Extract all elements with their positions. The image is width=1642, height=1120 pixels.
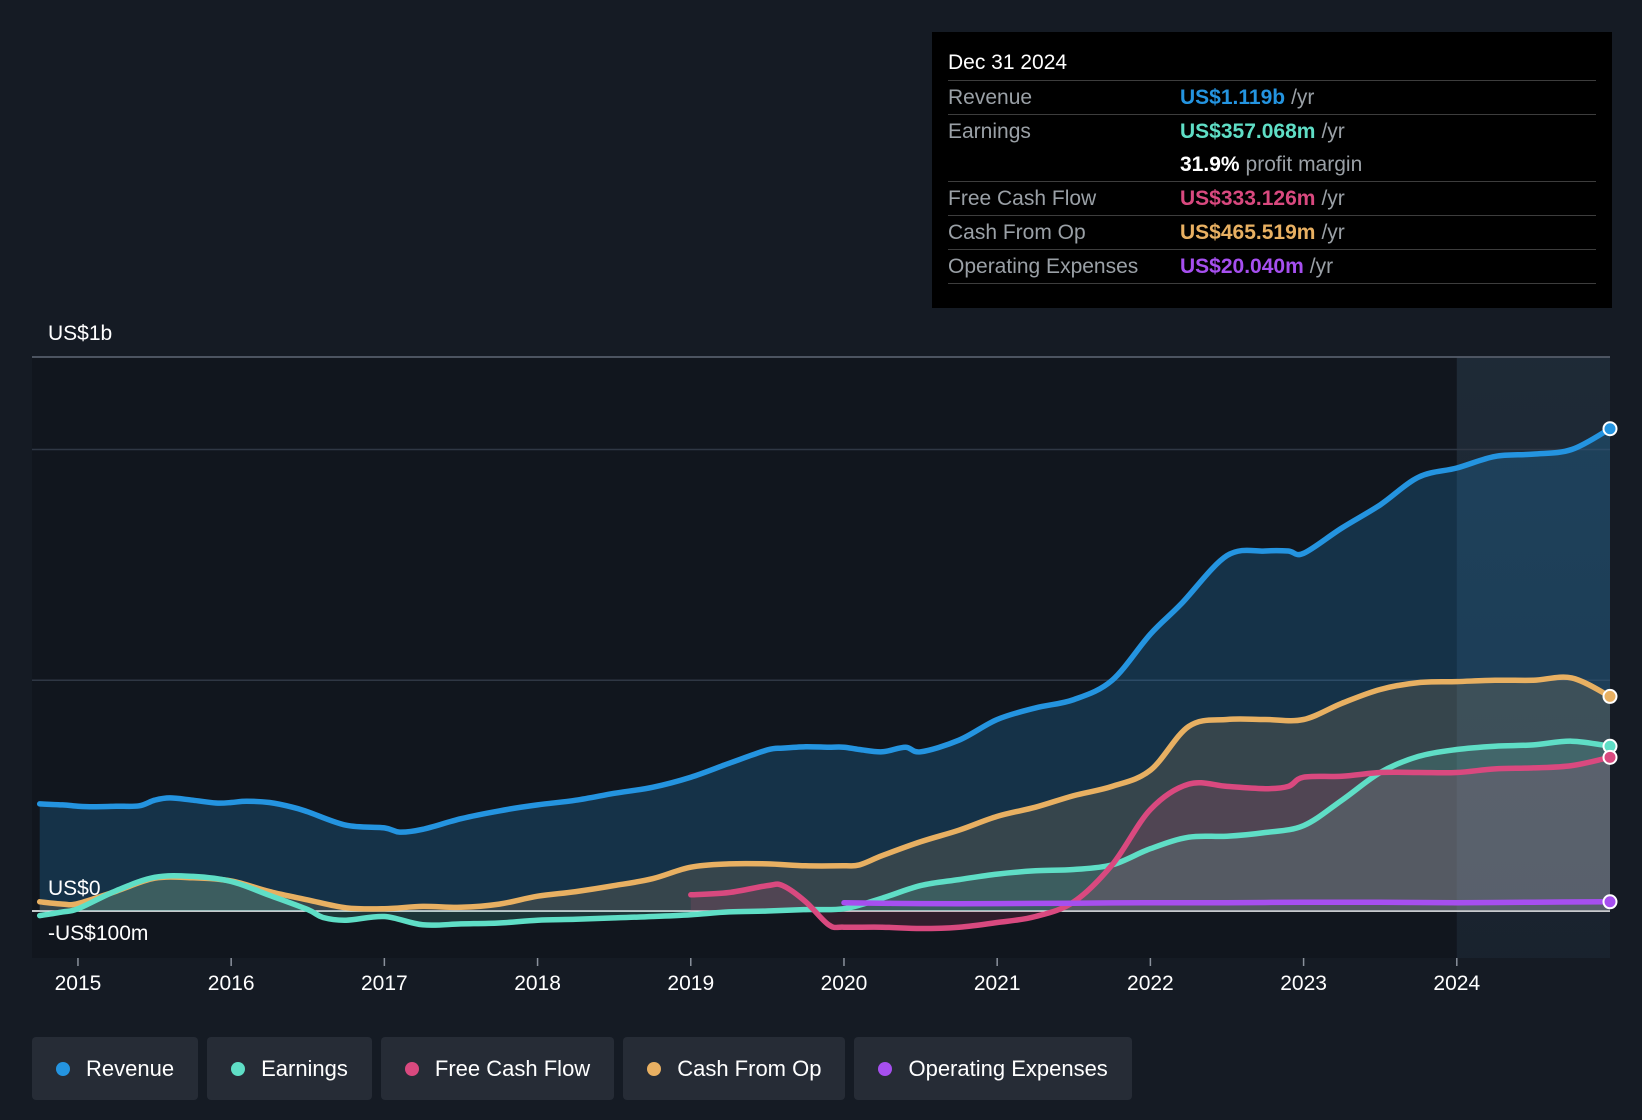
cash-from-op-area [39, 677, 1611, 911]
series-endpoints [1602, 421, 1618, 910]
y-axis-label-zero: US$0 [48, 877, 101, 900]
tooltip-unit: /yr [1321, 119, 1345, 143]
revenue-line [36, 425, 1613, 835]
x-tick-label: 2024 [1433, 972, 1480, 995]
free-cash-flow-line [688, 754, 1613, 932]
tooltip-value-profit-margin: 31.9% [1180, 152, 1240, 176]
tooltip-value-earnings: US$357.068m [1180, 119, 1316, 143]
cash-from-op-line [36, 674, 1613, 912]
tooltip-label: Earnings [948, 119, 1031, 143]
series-lines [36, 425, 1613, 932]
chart-legend: Revenue Earnings Free Cash Flow Cash Fro… [32, 1037, 1141, 1100]
tooltip-value-revenue: US$1.119b [1180, 85, 1286, 109]
legend-label: Operating Expenses [908, 1055, 1108, 1081]
tooltip-row-profit-margin: 31.9% profit margin [948, 148, 1596, 182]
x-tick-label: 2019 [667, 972, 714, 995]
tooltip-unit: /yr [1291, 85, 1315, 109]
x-tick-label: 2015 [55, 972, 102, 995]
earnings-line [36, 738, 1613, 928]
x-tick-label: 2020 [821, 972, 868, 995]
tooltip-date: Dec 31 2024 [948, 46, 1596, 81]
hover-tooltip: Dec 31 2024 Revenue US$1.119b /yr Earnin… [932, 32, 1612, 308]
revenue-area [39, 428, 1611, 911]
tooltip-unit: /yr [1321, 186, 1345, 210]
operating-expenses-endpoint[interactable] [1602, 894, 1618, 910]
tooltip-label: Cash From Op [948, 220, 1086, 244]
legend-label: Revenue [86, 1055, 175, 1081]
tooltip-label: Revenue [948, 85, 1033, 109]
x-tick-label: 2016 [208, 972, 255, 995]
plot-background [32, 357, 1610, 958]
legend-dot-icon [231, 1061, 246, 1076]
legend-item-cfo[interactable]: Cash From Op [623, 1037, 846, 1100]
legend-item-fcf[interactable]: Free Cash Flow [380, 1037, 615, 1100]
tooltip-label: Free Cash Flow [948, 186, 1097, 210]
earnings-area [39, 741, 1611, 926]
free-cash-flow-area [690, 757, 1610, 929]
legend-dot-icon [56, 1061, 70, 1076]
legend-item-revenue[interactable]: Revenue [32, 1037, 199, 1100]
revenue-endpoint[interactable] [1602, 421, 1618, 437]
tooltip-unit: profit margin [1245, 152, 1363, 176]
legend-item-earnings[interactable]: Earnings [207, 1037, 372, 1100]
tooltip-unit: /yr [1309, 254, 1334, 278]
tooltip-row-opex: Operating Expenses US$20.040m /yr [948, 250, 1596, 284]
legend-label: Free Cash Flow [434, 1055, 591, 1081]
x-tick-label: 2017 [361, 972, 408, 995]
legend-label: Cash From Op [677, 1055, 822, 1081]
operating-expenses-line [841, 899, 1613, 907]
legend-item-opex[interactable]: Operating Expenses [854, 1037, 1132, 1100]
y-axis-label-negative: -US$100m [48, 922, 148, 945]
series-areas [39, 428, 1611, 929]
x-axis-ticks: 2015 2016 2017 2018 2019 2020 2021 2022 2023 2024 [55, 958, 1480, 995]
free-cash-flow-endpoint[interactable] [1602, 749, 1618, 765]
tooltip-row-cfo: Cash From Op US$465.519m /yr [948, 216, 1596, 250]
x-tick-label: 2023 [1280, 972, 1327, 995]
legend-label: Earnings [261, 1055, 348, 1081]
cash-from-op-endpoint[interactable] [1602, 688, 1618, 704]
tooltip-value-cfo: US$465.519m [1180, 220, 1316, 244]
tooltip-value-opex: US$20.040m [1180, 254, 1304, 278]
x-tick-label: 2022 [1127, 972, 1174, 995]
tooltip-row-earnings: Earnings US$357.068m /yr [948, 115, 1596, 148]
x-tick-label: 2018 [514, 972, 561, 995]
tooltip-row-revenue: Revenue US$1.119b /yr [948, 81, 1596, 115]
legend-dot-icon [647, 1061, 662, 1076]
tooltip-row-fcf: Free Cash Flow US$333.126m /yr [948, 182, 1596, 216]
y-axis-label-top: US$1b [48, 322, 112, 345]
tooltip-value-fcf: US$333.126m [1180, 186, 1316, 210]
tooltip-unit: /yr [1321, 220, 1345, 244]
x-tick-label: 2021 [974, 972, 1021, 995]
legend-dot-icon [404, 1061, 419, 1076]
tooltip-label: Operating Expenses [948, 254, 1139, 278]
grid-lines [32, 356, 1610, 912]
legend-dot-icon [878, 1061, 893, 1076]
